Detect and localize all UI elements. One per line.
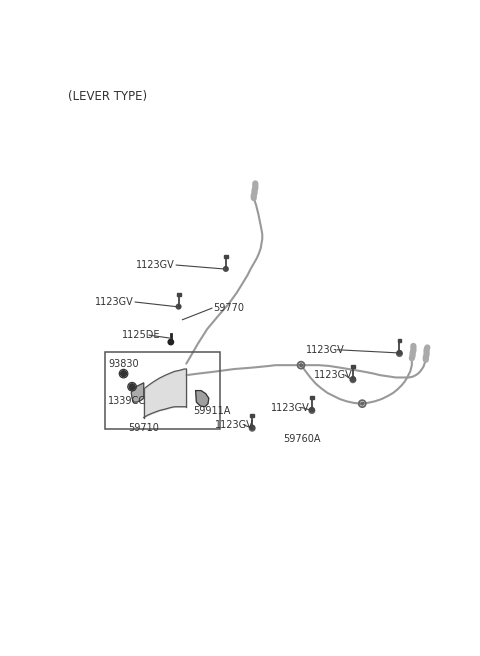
Text: 1123GV: 1123GV [95, 297, 133, 307]
Text: 93830: 93830 [108, 359, 139, 369]
Circle shape [352, 378, 354, 380]
Circle shape [129, 384, 135, 390]
Polygon shape [351, 365, 355, 368]
Circle shape [300, 364, 302, 367]
Circle shape [398, 352, 400, 354]
Circle shape [251, 426, 253, 428]
Polygon shape [224, 255, 228, 258]
Text: 1125DE: 1125DE [122, 330, 160, 340]
Text: 1123GV: 1123GV [215, 420, 254, 430]
Polygon shape [250, 414, 254, 417]
Polygon shape [310, 396, 314, 399]
Text: 1123GV: 1123GV [314, 370, 353, 380]
Polygon shape [177, 293, 180, 296]
Polygon shape [132, 383, 144, 402]
Circle shape [120, 371, 127, 377]
Bar [105, 352, 220, 429]
Text: (LEVER TYPE): (LEVER TYPE) [68, 91, 147, 103]
Text: 1123GV: 1123GV [271, 403, 310, 413]
Text: 1123GV: 1123GV [136, 260, 175, 270]
Text: 1339CC: 1339CC [108, 396, 146, 405]
Text: 59760A: 59760A [283, 434, 321, 444]
Circle shape [178, 306, 180, 308]
Circle shape [361, 402, 364, 405]
Polygon shape [397, 339, 401, 342]
Circle shape [225, 268, 227, 270]
Circle shape [168, 339, 174, 345]
Text: 59911A: 59911A [193, 406, 231, 417]
Text: 59710: 59710 [128, 422, 159, 432]
Circle shape [311, 409, 313, 411]
Text: 1123GV: 1123GV [306, 345, 345, 355]
Text: 59770: 59770 [214, 303, 244, 313]
Polygon shape [196, 390, 209, 407]
